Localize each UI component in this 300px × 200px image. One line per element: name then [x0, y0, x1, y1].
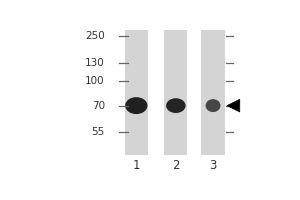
Ellipse shape — [206, 99, 220, 112]
Ellipse shape — [125, 97, 148, 114]
Text: 70: 70 — [92, 101, 105, 111]
Bar — [125, 30, 148, 155]
Text: 130: 130 — [85, 58, 105, 68]
Bar — [164, 30, 188, 155]
Text: 100: 100 — [85, 76, 105, 86]
Bar — [201, 30, 225, 155]
Ellipse shape — [166, 98, 186, 113]
Text: 55: 55 — [92, 127, 105, 137]
Text: 3: 3 — [209, 159, 217, 172]
Text: 250: 250 — [85, 31, 105, 41]
Polygon shape — [227, 99, 240, 112]
Text: 1: 1 — [133, 159, 140, 172]
Text: 2: 2 — [172, 159, 180, 172]
